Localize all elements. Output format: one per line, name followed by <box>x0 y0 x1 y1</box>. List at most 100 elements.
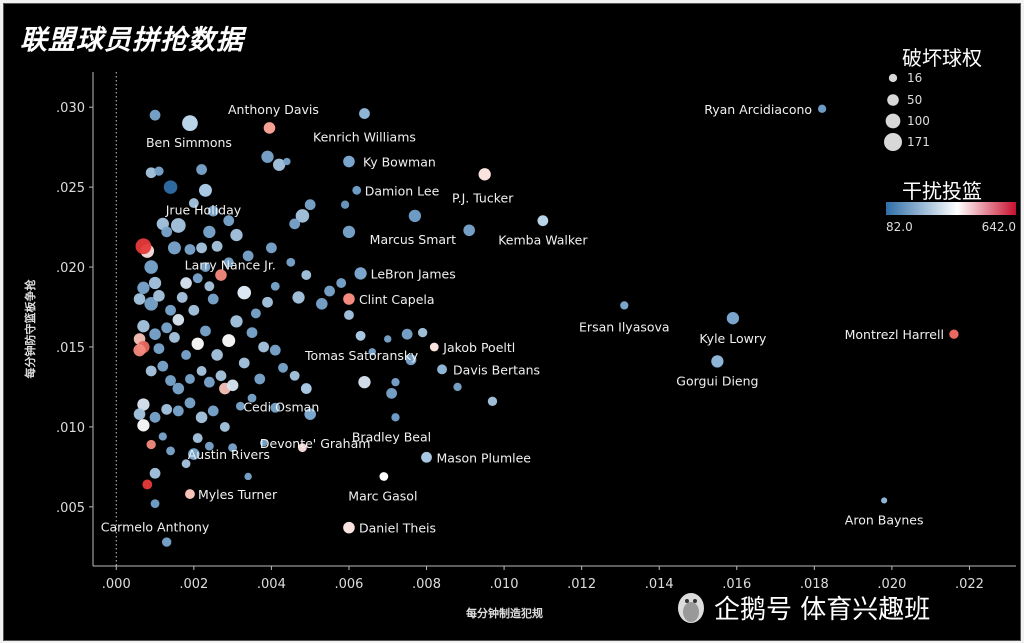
data-point <box>154 166 164 176</box>
data-point <box>247 393 257 403</box>
x-tick-label: .010 <box>490 577 519 592</box>
x-tick-label: .018 <box>800 577 829 592</box>
data-point-larry-nance-jr- <box>237 285 252 300</box>
data-point <box>184 397 196 409</box>
data-point <box>145 365 157 377</box>
data-point <box>153 343 165 354</box>
data-point-ky-bowman <box>343 155 355 168</box>
data-point-lebron-james <box>354 267 367 280</box>
data-point <box>340 200 350 209</box>
data-point <box>161 322 173 334</box>
data-point <box>324 285 335 297</box>
size-legend-label: 100 <box>907 114 930 128</box>
data-point <box>301 270 312 280</box>
data-point <box>196 242 207 254</box>
point-label: Ben Simmons <box>146 135 232 150</box>
point-label: Larry Nance Jr. <box>185 258 276 273</box>
point-label: Ryan Arcidiacono <box>704 102 812 117</box>
data-point <box>262 296 273 308</box>
data-point <box>358 376 371 389</box>
data-point <box>278 362 288 373</box>
data-point <box>196 366 207 376</box>
data-point <box>344 310 354 320</box>
data-point <box>230 315 243 328</box>
data-point <box>172 314 185 326</box>
point-label: Damion Lee <box>365 183 440 198</box>
point-label: Cedi Osman <box>243 400 319 415</box>
data-point <box>228 443 238 453</box>
point-label: Myles Turner <box>198 487 278 502</box>
data-point <box>391 378 400 387</box>
data-point <box>215 370 227 382</box>
data-point-marcus-smart <box>408 209 422 223</box>
data-point <box>283 157 291 166</box>
data-point <box>169 331 180 343</box>
data-point-tomas-satoransky <box>355 330 366 341</box>
data-point <box>204 441 214 451</box>
point-label: Aron Baynes <box>845 512 924 527</box>
y-axis-title: 每分钟防守篮板争抢 <box>23 279 37 379</box>
data-point <box>137 398 150 411</box>
y-axis: .005 .010 .015 .020 .025 .030 <box>56 72 94 566</box>
data-point <box>295 209 310 223</box>
data-point <box>165 375 176 386</box>
data-point <box>207 405 219 417</box>
data-point-jrue-holiday <box>198 183 212 197</box>
chart-frame: 联盟球员拼抢数据 .005.010.015.020.025.030 .000.0… <box>3 3 1021 641</box>
data-point <box>292 291 305 304</box>
data-point <box>230 228 243 242</box>
data-point <box>181 459 191 469</box>
x-tick-label: .012 <box>567 577 596 592</box>
data-point <box>142 479 153 490</box>
point-label: LeBron James <box>371 266 456 281</box>
data-point <box>405 354 417 366</box>
x-tick-label: .006 <box>334 577 363 592</box>
data-point <box>203 376 215 388</box>
data-point <box>203 225 216 239</box>
data-point <box>153 290 165 302</box>
point-label: Kemba Walker <box>498 233 588 248</box>
data-point <box>157 360 169 372</box>
data-point-montrezl-harrell <box>949 329 959 339</box>
data-point <box>196 164 207 175</box>
point-label: Montrezl Harrell <box>845 327 944 342</box>
x-tick-label: .008 <box>412 577 441 592</box>
x-tick-label: .000 <box>102 577 131 592</box>
data-point <box>184 244 196 255</box>
y-tick-label: .005 <box>56 501 85 516</box>
data-point <box>223 257 234 268</box>
data-point-myles-turner <box>185 489 195 499</box>
x-tick-label: .002 <box>179 577 208 592</box>
data-point <box>192 273 203 284</box>
data-point <box>188 198 199 209</box>
data-point-ersan-ilyasova <box>620 301 629 310</box>
data-point <box>316 298 328 310</box>
data-point-bradley-beal <box>391 413 400 422</box>
data-point <box>259 439 268 447</box>
data-point-aron-baynes <box>881 497 888 504</box>
x-tick-label: .004 <box>257 577 286 592</box>
data-point <box>286 257 296 267</box>
point-label: Devonte' Graham <box>260 436 371 451</box>
scatter-chart: .005.010.015.020.025.030 .000 .002 .004 .00… <box>23 46 1016 625</box>
size-legend-label: 16 <box>907 71 922 85</box>
data-point <box>211 240 223 252</box>
data-point <box>185 374 195 384</box>
point-label: Marcus Smart <box>370 232 457 247</box>
data-point-devonte-graham <box>304 408 316 420</box>
size-legend: 破坏球权 16 50 100 171 <box>884 46 982 151</box>
point-label: Kenrich Williams <box>313 130 416 145</box>
data-point <box>146 439 156 450</box>
data-point <box>269 344 281 356</box>
data-point <box>180 277 192 289</box>
data-point <box>149 411 161 423</box>
data-point <box>226 379 239 392</box>
point-labels: Anthony Davis Kenrich Williams Ben Simmons… <box>101 102 944 536</box>
data-point <box>188 304 200 316</box>
data-point-davis-bertans <box>437 364 447 375</box>
data-point-marc-gasol <box>379 472 389 481</box>
data-point <box>170 218 186 233</box>
point-label: Daniel Theis <box>359 521 436 536</box>
data-point-damion-lee <box>352 185 362 195</box>
data-point <box>145 167 157 179</box>
